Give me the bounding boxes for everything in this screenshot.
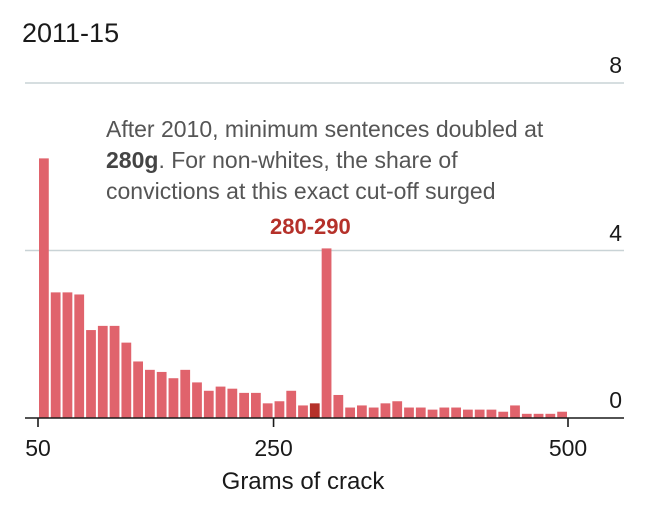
- x-tick-label-50: 50: [25, 435, 51, 461]
- bar: [486, 409, 497, 418]
- bar: [39, 158, 49, 418]
- bar: [368, 407, 379, 418]
- bar: [380, 403, 391, 418]
- bar: [203, 390, 214, 418]
- bar: [156, 371, 167, 418]
- x-tick-label-500: 500: [548, 435, 588, 461]
- bar: [97, 325, 108, 418]
- y-tick-label-0: 0: [609, 387, 622, 413]
- bar: [439, 407, 450, 418]
- bar: [333, 394, 344, 418]
- bar: [451, 407, 461, 418]
- bar: [133, 361, 143, 418]
- bar-highlight: [309, 403, 320, 418]
- bar: [415, 407, 426, 418]
- bar: [404, 407, 414, 418]
- bar: [62, 292, 73, 418]
- bar: [474, 409, 485, 418]
- bar: [557, 411, 567, 418]
- bar: [121, 342, 132, 418]
- bar: [545, 413, 556, 418]
- bar: [262, 403, 273, 418]
- y-tick-label-8: 8: [609, 52, 622, 78]
- bar: [192, 382, 202, 418]
- bar: [392, 401, 403, 418]
- bar: [298, 405, 308, 418]
- bar: [345, 407, 355, 418]
- bar: [533, 413, 544, 418]
- bar: [86, 330, 96, 418]
- bar: [168, 378, 179, 418]
- bar: [251, 392, 261, 418]
- bar: [498, 411, 509, 418]
- bar: [321, 248, 332, 418]
- bar: [145, 369, 155, 418]
- chart-annotation: After 2010, minimum sentences doubled at…: [106, 114, 546, 207]
- bar: [50, 292, 61, 418]
- bar: [286, 390, 297, 418]
- annotation-threshold: 280g: [106, 147, 159, 173]
- bar: [521, 413, 532, 418]
- bar: [74, 294, 85, 418]
- bar: [227, 388, 238, 418]
- annotation-text-after: . For non-whites, the share of convictio…: [106, 147, 496, 204]
- bar: [109, 325, 120, 418]
- bar: [357, 405, 367, 418]
- x-axis-title: Grams of crack: [221, 468, 385, 495]
- x-tick-label-250: 250: [254, 435, 293, 461]
- bar: [215, 386, 226, 418]
- bar: [239, 392, 249, 418]
- bar: [274, 401, 285, 418]
- bar: [463, 409, 473, 418]
- highlight-bin-label: 280-290: [270, 214, 351, 239]
- bar: [427, 409, 438, 418]
- annotation-text-before: After 2010, minimum sentences doubled at: [106, 116, 544, 142]
- bar: [510, 405, 520, 418]
- bar: [180, 369, 191, 418]
- y-tick-label-4: 4: [609, 219, 622, 246]
- chart-period-title: 2011-15: [22, 18, 120, 48]
